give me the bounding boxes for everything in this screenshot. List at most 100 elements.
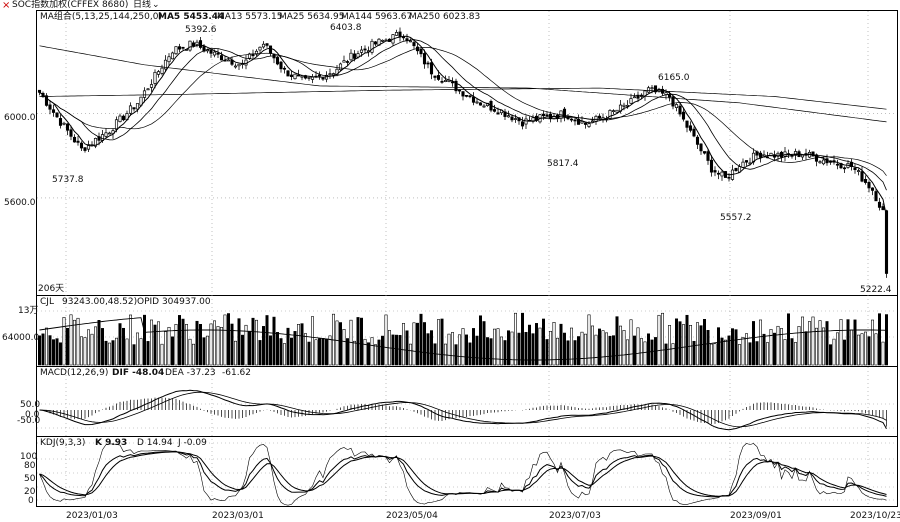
volume-bar [373,344,377,366]
volume-bar [412,322,416,366]
volume-bar [618,325,622,366]
volume-bar [573,340,577,366]
volume-bar [597,328,601,366]
candle-down [83,147,87,151]
candle-up [153,71,157,84]
candle-down [352,53,357,59]
candle-down [457,89,462,92]
kdj-j-value: J -0.09 [178,438,207,448]
candle-down [436,75,441,80]
volume-bar [321,337,325,366]
candle-down [429,62,434,75]
candle-down [450,81,455,84]
volume-bar [471,328,475,366]
macd-tick-neg50: -50.0 [17,416,41,426]
volume-bar [139,338,143,366]
volume-bar [436,319,440,366]
candle-down [520,121,525,127]
volume-bar [520,312,524,366]
volume-bar [97,320,101,366]
candle-up [160,67,164,74]
volume-bar [146,341,150,366]
volume-bar [51,339,55,366]
annotation-high-1: 5392.6 [185,25,217,35]
candle-down [692,128,696,137]
price-tick-5600: 5600.0 [4,198,36,208]
price-panel-frame [36,10,898,296]
volume-bar [143,314,147,366]
x-tick-2023-05-04: 2023/05/04 [386,511,438,521]
grid-lines [37,11,897,506]
volume-legend-label: CJL [40,297,54,307]
volume-bar [513,312,517,366]
candle-up [783,151,787,157]
volume-bar [104,340,108,366]
candle-down [636,94,640,99]
volume-bar [569,327,573,366]
volume-bar [401,323,405,366]
kdj-tick-50: 50 [24,474,36,484]
kdj-k-line [39,451,887,498]
candle-up [174,46,178,55]
volume-bar [129,314,133,366]
volume-bar [688,324,692,366]
volume-bar [101,328,105,366]
candle-up [212,51,217,56]
candle-down [454,80,458,92]
candle-down [734,167,738,171]
candle-down [65,123,70,131]
volume-bar [122,327,126,366]
candle-up [629,98,633,104]
volume-bar [55,338,59,366]
candle-down [44,95,49,106]
close-x-icon[interactable]: × [2,0,11,11]
volume-bar [220,327,224,366]
volume-bar [461,328,465,366]
volume-bar [335,320,339,366]
candle-up [93,138,98,147]
volume-bar [377,339,381,366]
volume-bar [741,336,745,366]
volume-bar [587,314,591,366]
volume-bar [814,327,818,366]
volume-bar [552,322,556,366]
volume-bar [90,333,94,366]
candle-down [321,77,325,80]
volume-bar [181,318,185,366]
candle-down [678,105,682,115]
ma13-line [39,39,887,191]
volume-bar [464,334,468,366]
volume-bar [419,313,423,366]
volume-bar [751,321,755,366]
candle-down [296,74,301,77]
volume-bar [272,316,276,366]
candle-up [90,144,94,146]
kdj-tick-20: 20 [24,487,36,497]
kdj-layer [39,443,887,506]
volume-bar [478,315,482,366]
chevron-down-icon[interactable]: ⌄ [152,0,160,10]
volume-bar [559,323,563,366]
candle-down [398,31,402,37]
candle-up [370,40,374,53]
price-tick-6000: 6000.0 [4,113,36,123]
candle-down [681,111,686,120]
candle-up [513,118,518,120]
candle-down [545,114,549,117]
volume-bar [615,316,619,366]
macd-tick-50: 50.0 [20,400,41,410]
kdj-tick-0: 0 [28,496,34,506]
candle-up [720,171,724,177]
volume-bar [314,339,318,366]
volume-bar [842,339,846,366]
volume-bar [702,319,706,366]
volume-bar [307,341,311,366]
volume-bar [541,318,545,366]
candle-up [622,104,626,107]
volume-bar [62,317,66,366]
period-selector[interactable]: 日线 [133,0,152,10]
candle-down [695,136,700,145]
volume-bar [415,322,419,366]
volume-legend-values: 93243.00,48.52) [62,297,138,307]
candle-up [338,63,343,71]
